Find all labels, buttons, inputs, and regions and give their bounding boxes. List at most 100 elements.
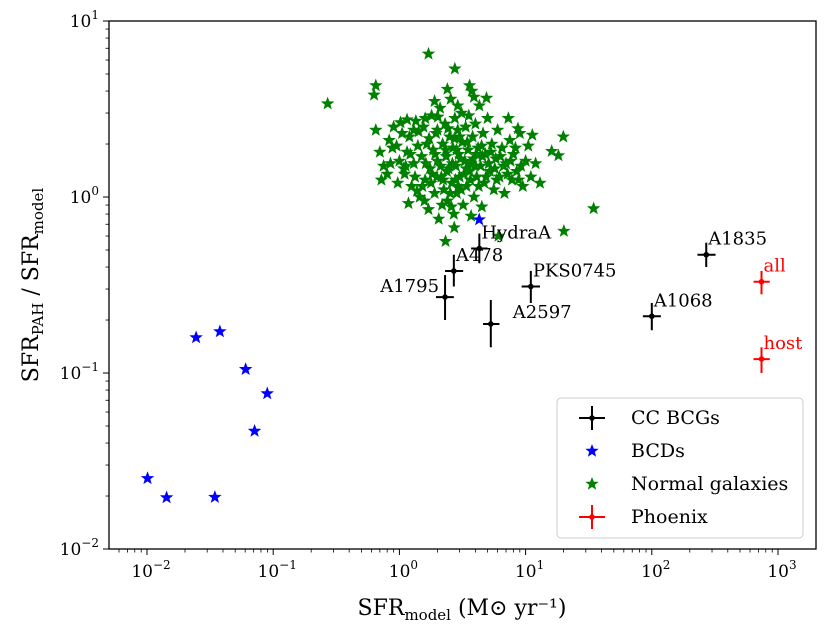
normal-galaxies-point: [369, 78, 383, 92]
normal-galaxies-point: [447, 220, 461, 234]
normal-galaxies-point: [479, 90, 494, 104]
normal-galaxies-point: [474, 138, 489, 152]
normal-galaxies-point: [469, 147, 484, 160]
normal-galaxies-point: [551, 148, 566, 162]
normal-galaxies-point: [521, 138, 535, 152]
annotation-a2597: A2597: [512, 302, 572, 323]
normal-galaxies-point: [472, 98, 487, 112]
legend-entry-bcds: BCDs: [585, 440, 685, 462]
normal-galaxies-point: [493, 149, 507, 163]
y-tick-label-1-base: 10: [60, 364, 82, 384]
normal-galaxies-point: [525, 127, 540, 141]
normal-galaxies-point: [454, 182, 468, 196]
normal-galaxies-point: [369, 123, 383, 136]
y-tick-label-0-exp: −2: [81, 536, 99, 550]
x-tick-label-1-base: 10: [258, 562, 280, 582]
normal-galaxies-point: [454, 105, 469, 119]
normal-galaxies-point: [481, 156, 496, 170]
bcds-point: [208, 490, 222, 503]
annotation-a478: A478: [455, 245, 503, 266]
normal-galaxies-point: [440, 164, 454, 177]
bcds-point: [247, 423, 262, 437]
normal-galaxies-point: [431, 109, 445, 123]
cc-bcgs-point-a1068: [642, 302, 661, 331]
normal-galaxies-point: [448, 61, 462, 75]
x-tick-label-0-exp: −2: [153, 558, 171, 572]
y-tick-label-3-exp: 1: [91, 8, 99, 22]
y-axis-label-num: SFR: [19, 334, 44, 382]
normal-galaxies-point: [511, 172, 526, 186]
normal-galaxies-point: [427, 94, 442, 107]
bcds-point: [238, 362, 253, 375]
bcds-point: [140, 471, 155, 485]
x-tick-label-3-base: 10: [515, 562, 537, 582]
x-tick-label-1: 10−1: [258, 558, 297, 582]
point-marker: [758, 356, 765, 362]
y-tick-label-0-base: 10: [60, 540, 82, 560]
x-tick-label-5: 103: [767, 558, 796, 582]
y-tick-label-3: 101: [70, 8, 99, 32]
x-tick-label-4-exp: 2: [663, 558, 671, 572]
normal-galaxies-point: [374, 172, 389, 186]
normal-galaxies-point: [439, 149, 453, 163]
normal-galaxies-point: [411, 138, 425, 152]
normal-galaxies-point: [367, 87, 381, 101]
normal-galaxies-point: [407, 123, 421, 136]
normal-galaxies-point: [508, 140, 523, 154]
annotation-host: host: [764, 333, 804, 354]
normal-galaxies-point: [485, 136, 499, 150]
normal-galaxies-point: [475, 199, 489, 213]
bcds-point: [472, 212, 486, 226]
normal-galaxies-point: [500, 167, 515, 180]
normal-galaxies-point: [518, 154, 533, 167]
normal-galaxies-point: [422, 131, 436, 145]
y-axis-label-den: SFR: [19, 233, 44, 281]
normal-galaxies-point: [382, 133, 396, 147]
y-axis-label-den-sub: model: [29, 188, 47, 235]
data-points: [140, 46, 770, 504]
y-tick-label-2-base: 10: [70, 188, 92, 208]
normal-galaxies-point: [418, 111, 432, 125]
phoenix-point-all: [753, 270, 770, 295]
normal-galaxies-point: [402, 129, 417, 143]
normal-galaxies-point: [401, 196, 416, 210]
normal-galaxies-point: [438, 234, 453, 248]
x-tick-label-3-exp: 1: [537, 558, 545, 572]
legend-star-handle: [585, 476, 599, 490]
x-tick-label-5-exp: 3: [789, 558, 797, 572]
point-marker: [488, 321, 494, 327]
normal-galaxies-point: [458, 119, 473, 133]
y-axis-label-num-sub: PAH: [29, 303, 47, 336]
normal-galaxies-point: [432, 211, 446, 225]
x-tick-label-2: 100: [389, 558, 418, 582]
legend: CC BCGs BCDs Normal galaxies Phoenix: [556, 397, 804, 539]
normal-galaxies-point: [464, 156, 478, 170]
normal-galaxies-point: [503, 154, 518, 167]
point-marker: [528, 283, 534, 290]
normal-galaxies-point: [471, 179, 486, 193]
point-marker: [476, 245, 483, 252]
point-marker: [451, 268, 457, 274]
bcds-point: [213, 324, 227, 338]
normal-galaxies-point: [385, 140, 400, 154]
normal-galaxies-point: [490, 123, 505, 136]
normal-galaxies-point: [503, 133, 517, 147]
x-axis-label-main: SFR: [358, 596, 406, 621]
x-tick-label-2-exp: 0: [410, 558, 418, 572]
cc-bcgs-point-a478: [445, 254, 464, 287]
normal-galaxies-point: [513, 126, 527, 140]
normal-galaxies-point: [435, 197, 449, 211]
annotation-pks0745: PKS0745: [533, 261, 617, 282]
normal-galaxies-point: [400, 112, 414, 126]
y-tick-label-1: 10−1: [60, 360, 99, 384]
normal-galaxies-point: [320, 96, 335, 110]
bcds-point: [260, 386, 274, 400]
cc-bcgs-point-hydraa: [471, 233, 488, 264]
point-marker: [703, 251, 710, 258]
legend-entry-phoenix: Phoenix: [579, 505, 708, 529]
normal-galaxies-point: [417, 193, 432, 207]
legend-entry-normal-galaxies: Normal galaxies: [585, 473, 788, 495]
normal-galaxies-point: [445, 156, 460, 170]
normal-galaxies-point: [456, 197, 470, 211]
